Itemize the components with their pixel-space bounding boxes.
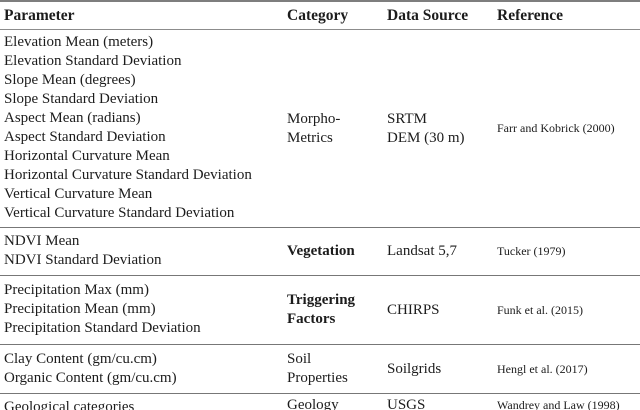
column-header-data-source: Data Source [387, 6, 469, 24]
parameter-cell: Elevation Mean (meters) Elevation Standar… [0, 30, 287, 227]
parameter-name: Elevation Standard Deviation [4, 53, 182, 69]
parameter-name: Aspect Mean (radians) [4, 110, 141, 126]
parameter-name: Geological categories [4, 399, 135, 410]
parameter-name: Elevation Mean (meters) [4, 34, 154, 50]
column-header-category: Category [287, 6, 349, 24]
reference-cell: Tucker (1979) [497, 228, 640, 275]
parameter-cell: Geological categories [0, 394, 287, 410]
data-source-label: SRTM [387, 110, 427, 127]
data-source-cell: CHIRPS [387, 276, 497, 344]
category-label: Vegetation [287, 243, 355, 259]
reference-cell: Farr and Kobrick (2000) [497, 30, 640, 227]
parameter-name: Clay Content (gm/cu.cm) [4, 351, 157, 367]
parameter-name: Precipitation Standard Deviation [4, 320, 201, 336]
parameter-name: Precipitation Max (mm) [4, 282, 149, 298]
table-group-row: Clay Content (gm/cu.cm) Organic Content (… [0, 344, 640, 393]
parameter-name: Slope Mean (degrees) [4, 72, 136, 88]
category-cell: Morpho- Metrics [287, 30, 387, 227]
reference-citation: Tucker (1979) [497, 244, 566, 258]
data-source-cell: Landsat 5,7 [387, 228, 497, 275]
category-cell: Geology [287, 394, 387, 410]
table-header-row: Parameter Category Data Source Reference [0, 2, 640, 30]
reference-cell: Funk et al. (2015) [497, 276, 640, 344]
data-source-cell: Soilgrids [387, 345, 497, 393]
table-group-row: NDVI Mean NDVI Standard Deviation Vegetati… [0, 227, 640, 275]
parameter-cell: NDVI Mean NDVI Standard Deviation [0, 228, 287, 275]
reference-cell: Hengl et al. (2017) [497, 345, 640, 393]
data-source-label: CHIRPS [387, 301, 440, 318]
parameter-name: Organic Content (gm/cu.cm) [4, 370, 177, 386]
parameter-name: Precipitation Mean (mm) [4, 301, 156, 317]
category-cell: Soil Properties [287, 345, 387, 393]
parameter-name: Slope Standard Deviation [4, 91, 159, 107]
reference-citation: Funk et al. (2015) [497, 302, 583, 317]
data-source-cell: SRTM DEM (30 m) [387, 30, 497, 227]
parameter-name: Aspect Standard Deviation [4, 129, 166, 145]
category-label: Geology [287, 397, 339, 410]
category-label: Morpho- [287, 110, 341, 127]
category-label: Soil [287, 351, 312, 367]
category-cell: Vegetation [287, 228, 387, 275]
table-group-row: Precipitation Max (mm) Precipitation Mean… [0, 275, 640, 344]
parameter-name: NDVI Standard Deviation [4, 252, 162, 268]
table-group-row: Geological categories Geology USGS Wandrey … [0, 393, 640, 410]
category-label: Factors [287, 311, 336, 327]
parameter-name: Horizontal Curvature Mean [4, 148, 170, 164]
category-label: Triggering [287, 292, 356, 308]
parameter-name: Vertical Curvature Mean [4, 186, 153, 202]
column-header-reference: Reference [497, 6, 563, 24]
reference-citation: Hengl et al. (2017) [497, 361, 588, 376]
data-source-label: Landsat 5,7 [387, 243, 457, 259]
category-label: Metrics [287, 129, 333, 146]
parameter-name: NDVI Mean [4, 233, 80, 249]
data-source-label: DEM (30 m) [387, 129, 465, 146]
category-cell: Triggering Factors [287, 276, 387, 344]
data-source-cell: USGS [387, 394, 497, 410]
reference-cell: Wandrey and Law (1998) [497, 394, 640, 410]
table-body: Elevation Mean (meters) Elevation Standar… [0, 30, 640, 410]
reference-citation: Farr and Kobrick (2000) [497, 121, 615, 135]
reference-citation: Wandrey and Law (1998) [497, 398, 620, 410]
parameter-name: Horizontal Curvature Standard Deviation [4, 167, 252, 183]
data-source-label: USGS [387, 397, 426, 410]
parameter-cell: Clay Content (gm/cu.cm) Organic Content (… [0, 345, 287, 393]
data-source-label: Soilgrids [387, 360, 442, 377]
parameter-cell: Precipitation Max (mm) Precipitation Mean… [0, 276, 287, 344]
category-label: Properties [287, 370, 348, 386]
table-group-row: Elevation Mean (meters) Elevation Standar… [0, 30, 640, 227]
column-header-parameter: Parameter [4, 6, 75, 24]
parameter-name: Vertical Curvature Standard Deviation [4, 205, 235, 221]
